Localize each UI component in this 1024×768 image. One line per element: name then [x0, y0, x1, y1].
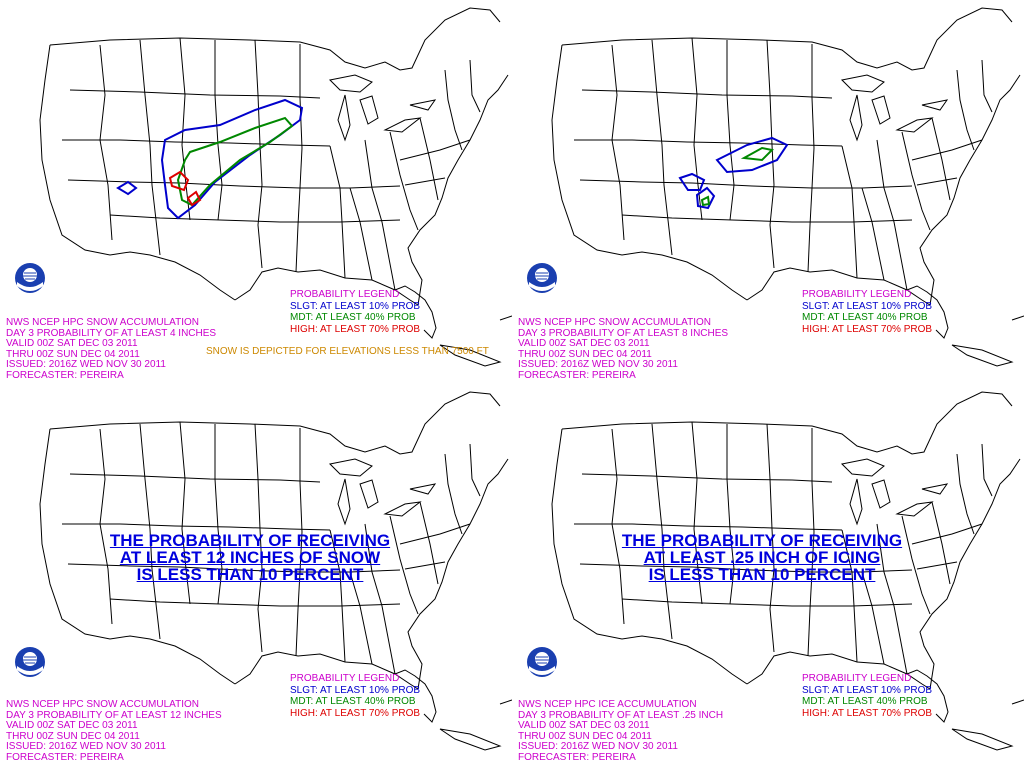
noaa-logo-icon — [14, 646, 46, 678]
noaa-logo-icon — [526, 262, 558, 294]
probability-legend: PROBABILITY LEGEND SLGT: AT LEAST 10% PR… — [802, 289, 933, 335]
noaa-logo-icon — [526, 646, 558, 678]
noaa-logo-icon — [14, 262, 46, 294]
slgt-contour — [715, 136, 789, 174]
probability-legend: PROBABILITY LEGEND SLGT: AT LEAST 10% PR… — [290, 289, 421, 335]
product-info: NWS NCEP HPC SNOW ACCUMULATION DAY 3 PROB… — [6, 317, 217, 381]
base-map — [551, 7, 1024, 367]
low-probability-message: THE PROBABILITY OF RECEIVING AT LEAST 12 … — [109, 531, 391, 584]
high-contour — [168, 170, 190, 192]
elevation-note: SNOW IS DEPICTED FOR ELEVATIONS LESS THA… — [206, 346, 489, 357]
map-panel-snow-12in: THE PROBABILITY OF RECEIVING AT LEAST 12 … — [0, 384, 512, 768]
map-panel-snow-4in: NWS NCEP HPC SNOW ACCUMULATION DAY 3 PROB… — [0, 0, 512, 384]
slgt-contour-3 — [695, 186, 716, 210]
base-map — [39, 7, 512, 367]
product-info: NWS NCEP HPC SNOW ACCUMULATION DAY 3 PROB… — [6, 699, 222, 763]
probability-legend: PROBABILITY LEGEND SLGT: AT LEAST 10% PR… — [802, 673, 933, 719]
high-contour-2 — [186, 190, 202, 207]
map-panel-ice-25in: THE PROBABILITY OF RECEIVING AT LEAST .25… — [512, 384, 1024, 768]
slgt-contour-2 — [678, 172, 706, 191]
map-panel-snow-8in: NWS NCEP HPC SNOW ACCUMULATION DAY 3 PROB… — [512, 0, 1024, 384]
slgt-contour-2 — [116, 180, 138, 196]
mdt-contour — [176, 116, 294, 207]
product-info: NWS NCEP HPC ICE ACCUMULATION DAY 3 PROBA… — [518, 699, 724, 763]
mdt-contour — [740, 146, 775, 162]
product-info: NWS NCEP HPC SNOW ACCUMULATION DAY 3 PROB… — [518, 317, 729, 381]
low-probability-message: THE PROBABILITY OF RECEIVING AT LEAST .25… — [621, 531, 903, 584]
probability-legend: PROBABILITY LEGEND SLGT: AT LEAST 10% PR… — [290, 673, 421, 719]
mdt-contour-2 — [700, 195, 711, 207]
